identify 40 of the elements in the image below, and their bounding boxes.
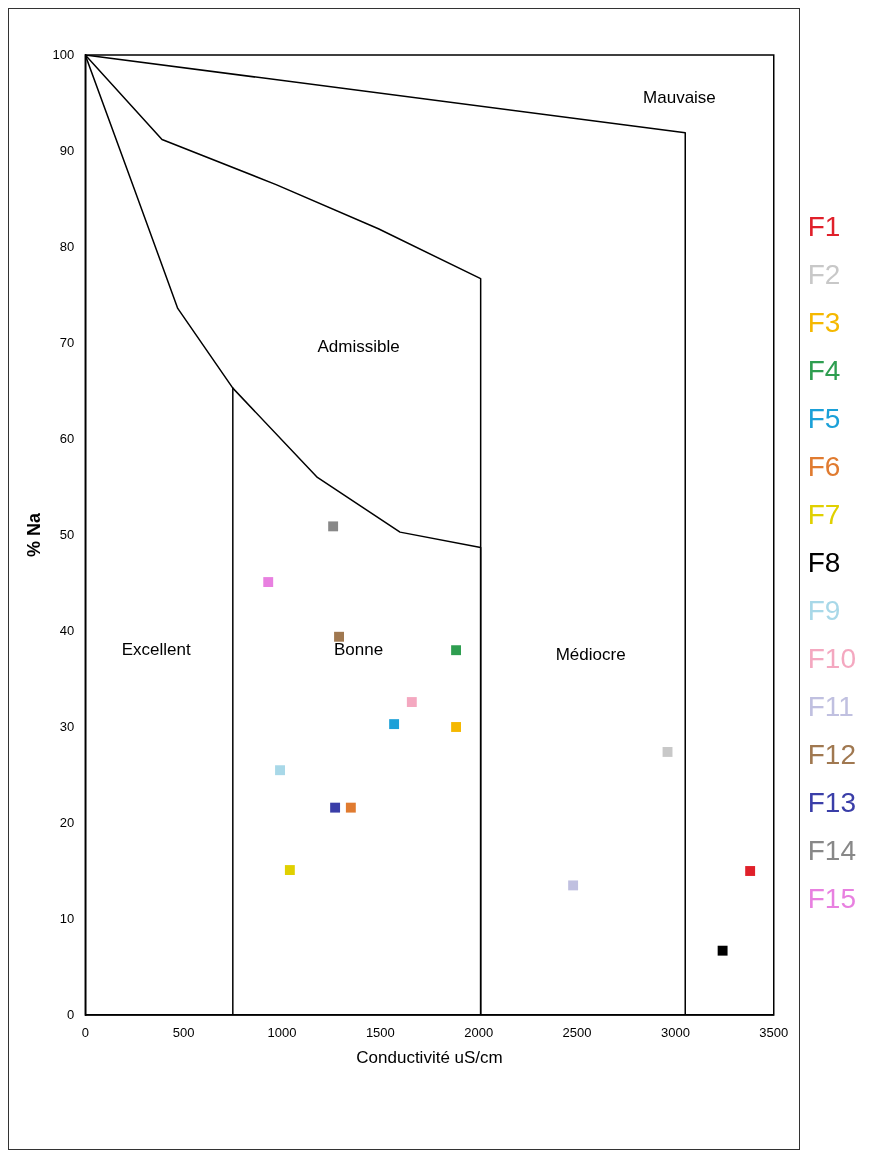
x-tick-label: 500 xyxy=(172,1025,195,1041)
text: F1 xyxy=(807,210,841,242)
annotation: Excellent xyxy=(121,639,191,659)
x-axis-title: Conductivité uS/cm xyxy=(356,1048,503,1068)
annotation: Médiocre xyxy=(555,644,626,664)
text: F9 xyxy=(807,594,841,626)
annotation: Bonne xyxy=(334,639,384,659)
x-tick-label: 3500 xyxy=(759,1025,789,1041)
x-tick-label: 2500 xyxy=(562,1025,592,1041)
x-tick-label: 3000 xyxy=(660,1025,690,1041)
x-tick-label: 1000 xyxy=(267,1025,297,1041)
y-tick-label: 10 xyxy=(59,910,75,926)
y-tick-label: 50 xyxy=(59,526,75,542)
text: F15 xyxy=(807,882,856,914)
y-tick-label: 30 xyxy=(59,718,75,734)
text: F8 xyxy=(807,546,841,578)
y-tick-label: 70 xyxy=(59,334,75,350)
y-tick-label: 90 xyxy=(59,142,75,158)
y-axis-title: % Na xyxy=(23,512,44,558)
x-tick-label: 2000 xyxy=(464,1025,494,1041)
text: F11 xyxy=(807,690,854,722)
text: F14 xyxy=(807,834,856,866)
y-tick-label: 40 xyxy=(59,622,75,638)
text: F4 xyxy=(807,354,841,386)
x-tick-label: 0 xyxy=(81,1025,89,1041)
y-tick-label: 80 xyxy=(59,238,75,254)
y-tick-label: 0 xyxy=(67,1006,75,1022)
text: F5 xyxy=(807,402,841,434)
text: F13 xyxy=(807,786,856,818)
y-tick-label: 100 xyxy=(52,46,75,62)
annotation: Admissible xyxy=(317,336,400,356)
text: F7 xyxy=(807,498,841,530)
y-tick-label: 20 xyxy=(59,814,75,830)
text: F6 xyxy=(807,450,841,482)
text: F12 xyxy=(807,738,856,770)
y-tick-label: 60 xyxy=(59,430,75,446)
text: F3 xyxy=(807,306,841,338)
annotation: Mauvaise xyxy=(643,87,716,107)
x-tick-label: 1500 xyxy=(365,1025,395,1041)
text: F10 xyxy=(807,642,856,674)
